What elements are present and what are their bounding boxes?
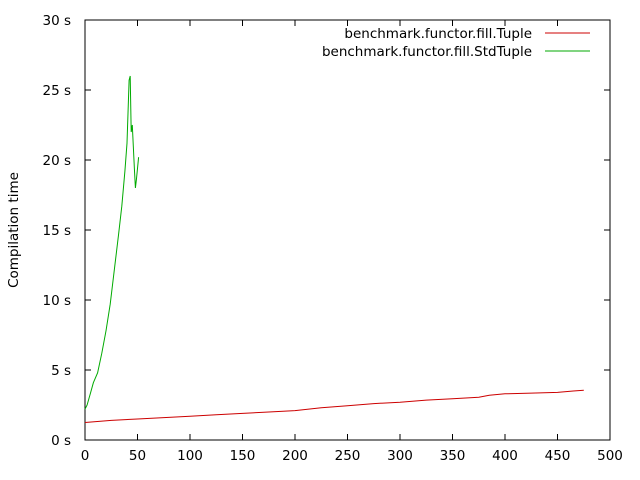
- y-tick-label: 30 s: [42, 13, 71, 29]
- x-axis-tick-labels: 0 50 100 150 200 250 300 350 400 450 500: [81, 448, 623, 464]
- x-tick-label: 50: [129, 448, 146, 464]
- y-axis-title: Compilation time: [6, 172, 22, 288]
- x-tick-label: 450: [545, 448, 571, 464]
- x-tick-label: 300: [387, 448, 413, 464]
- x-tick-label: 400: [492, 448, 518, 464]
- y-axis-tick-labels: 0 s 5 s 10 s 15 s 20 s 25 s 30 s: [42, 13, 71, 449]
- x-tick-label: 250: [335, 448, 361, 464]
- x-tick-label: 0: [81, 448, 90, 464]
- legend-label: benchmark.functor.fill.StdTuple: [322, 44, 532, 60]
- legend-label: benchmark.functor.fill.Tuple: [344, 26, 532, 42]
- y-tick-label: 15 s: [42, 223, 71, 239]
- y-tick-label: 0 s: [51, 433, 71, 449]
- x-tick-label: 350: [440, 448, 466, 464]
- axis-ticks: [84, 19, 611, 441]
- y-tick-label: 20 s: [42, 153, 71, 169]
- series-lines: [84, 75, 584, 423]
- y-tick-label: 25 s: [42, 83, 71, 99]
- x-tick-label: 500: [597, 448, 623, 464]
- x-tick-label: 200: [282, 448, 308, 464]
- series-line-0: [84, 389, 584, 423]
- y-tick-label: 5 s: [51, 363, 71, 379]
- x-tick-label: 100: [177, 448, 203, 464]
- series-line-1: [84, 75, 140, 410]
- x-tick-label: 150: [230, 448, 256, 464]
- y-tick-label: 10 s: [42, 293, 71, 309]
- legend: benchmark.functor.fill.Tuple benchmark.fu…: [322, 26, 590, 60]
